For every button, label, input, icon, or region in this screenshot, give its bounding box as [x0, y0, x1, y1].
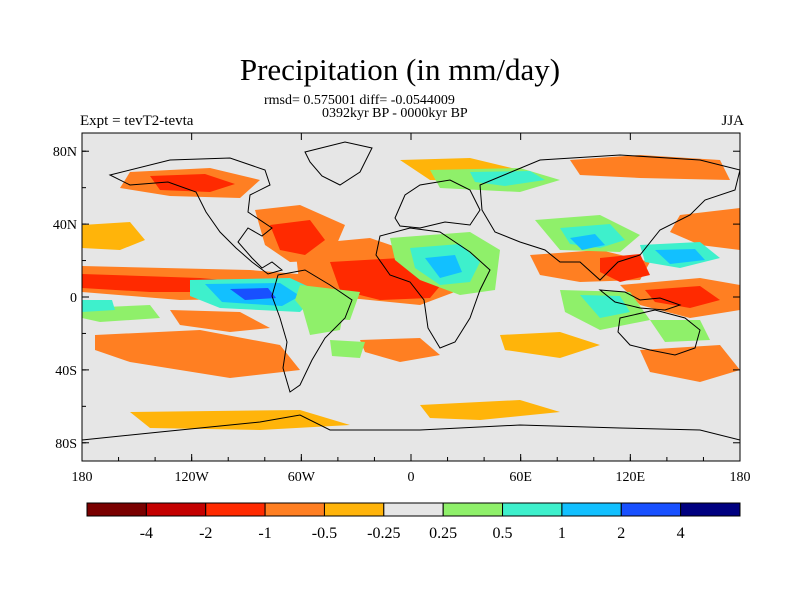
colorbar-swatch [145, 502, 207, 517]
anomaly-patch [95, 330, 300, 378]
y-tick-label: 40S [55, 364, 77, 379]
colorbar-label: -0.5 [312, 525, 337, 542]
colorbar-label: -1 [258, 525, 271, 542]
coastline-indonesia [598, 289, 682, 311]
coastline-greenland [304, 141, 373, 186]
anomaly-field [82, 155, 740, 430]
coastline-asia [479, 154, 740, 281]
anomaly-patch [640, 345, 740, 382]
colorbar-swatch [680, 502, 741, 517]
anomaly-patch [500, 332, 600, 358]
colorbar-label: -0.25 [367, 525, 400, 542]
anomaly-patch [600, 254, 650, 282]
x-tick-label: 180 [730, 470, 751, 485]
period-line: 0392kyr BP - 0000kyr BP [322, 106, 468, 121]
coastline-south-america [271, 269, 353, 393]
anomaly-patch [130, 410, 350, 430]
anomaly-patch [570, 234, 605, 250]
x-tick-label: 120E [616, 470, 646, 485]
x-tick-label: 60W [288, 470, 316, 485]
colorbar-swatch [86, 502, 147, 517]
anomaly-patch [150, 174, 235, 192]
x-tick-label: 60E [509, 470, 532, 485]
coastline-australia [617, 309, 701, 356]
coastline-europe [394, 179, 481, 229]
colorbar-swatch [383, 502, 444, 517]
colorbar-label: 0.5 [493, 525, 513, 542]
anomaly-patch [300, 300, 345, 335]
anomaly-patch [420, 400, 560, 420]
coastline-africa [375, 227, 491, 349]
colorbar-swatch [561, 502, 622, 517]
anomaly-patch [645, 286, 720, 308]
y-tick-label: 80N [53, 145, 77, 160]
anomaly-patch [570, 155, 730, 180]
anomaly-patch [82, 222, 145, 250]
coastline-north-america [108, 157, 284, 275]
anomaly-patch [580, 295, 630, 318]
colorbar-swatch [264, 502, 325, 517]
anomaly-patch [655, 249, 705, 264]
anomaly-patch [82, 300, 115, 312]
colorbar-swatch [205, 502, 266, 517]
axis-ticks: 180 120W 60W 0 60E 120E 180 80N 40N 0 40S 80S [53, 133, 751, 485]
colorbar: -4 -2 -1 -0.5 -0.25 0.25 0.5 1 2 4 [86, 502, 741, 542]
experiment-label: Expt = tevT2-tevta [80, 113, 194, 129]
colorbar-label: 4 [677, 525, 685, 542]
y-tick-label: 80S [55, 437, 77, 452]
colorbar-swatch [323, 502, 385, 517]
anomaly-patch [470, 171, 545, 186]
colorbar-label: -2 [199, 525, 212, 542]
anomaly-patch [360, 338, 440, 362]
colorbar-swatch [620, 502, 682, 517]
anomaly-patch [330, 340, 365, 358]
colorbar-swatch [502, 502, 563, 517]
colorbar-label: -4 [140, 525, 153, 542]
coastlines [82, 141, 740, 441]
anomaly-patch [170, 310, 270, 332]
y-tick-label: 0 [70, 291, 77, 306]
x-tick-label: 0 [408, 470, 415, 485]
x-tick-label: 120W [175, 470, 210, 485]
y-tick-label: 40N [53, 218, 77, 233]
colorbar-swatch [442, 502, 504, 517]
season-label: JJA [721, 113, 744, 129]
stats-line: rmsd= 0.575001 diff= -0.0544009 [264, 93, 455, 108]
coastline-antarctica [82, 414, 740, 441]
colorbar-label: 1 [558, 525, 566, 542]
anomaly-patch [270, 220, 325, 255]
anomaly-patch [425, 255, 462, 278]
anomaly-patch [230, 288, 276, 300]
colorbar-label: 2 [617, 525, 625, 542]
colorbar-label: 0.25 [429, 525, 457, 542]
page-title: Precipitation (in mm/day) [239, 52, 561, 87]
anomaly-patch [670, 208, 740, 250]
x-tick-label: 180 [72, 470, 93, 485]
